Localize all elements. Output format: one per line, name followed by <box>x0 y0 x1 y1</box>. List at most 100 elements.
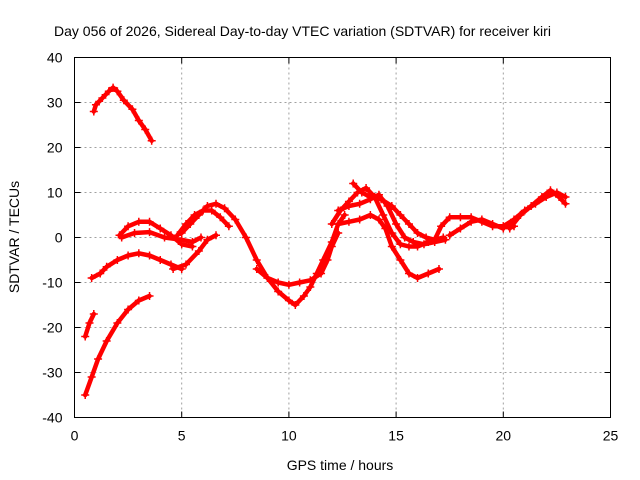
point-track-1-6 <box>119 96 128 105</box>
point-track-1-4 <box>109 83 118 92</box>
point-track-10-8 <box>327 242 336 251</box>
point-track-10-2 <box>274 278 283 287</box>
point-track-7-3 <box>203 235 212 244</box>
point-track-18-0 <box>505 224 514 233</box>
point-track-5-3 <box>145 217 154 226</box>
point-track-3-3 <box>102 337 111 345</box>
point-track-13-9 <box>413 274 422 282</box>
point-track-6-6 <box>196 233 205 242</box>
point-track-9-10 <box>274 287 283 296</box>
point-track-1-9 <box>141 125 150 134</box>
y-tick-label-20: 20 <box>47 140 63 156</box>
point-track-16-4 <box>488 220 497 228</box>
point-track-16-1 <box>456 224 465 233</box>
point-track-10-5 <box>306 276 315 285</box>
point-track-11-8 <box>396 240 405 249</box>
point-track-10-4 <box>295 278 304 287</box>
point-track-13-8 <box>404 269 413 278</box>
point-track-8-5 <box>216 213 225 222</box>
point-track-12-1 <box>344 202 353 210</box>
x-tick-label-15: 15 <box>388 428 404 444</box>
point-track-18-3 <box>537 193 546 201</box>
point-track-9-1 <box>186 220 195 228</box>
grid <box>74 57 611 418</box>
point-track-3-5 <box>124 305 133 314</box>
point-track-14-4 <box>387 202 396 210</box>
point-track-9-6 <box>231 215 240 224</box>
point-track-13-11 <box>434 265 443 273</box>
point-track-13-10 <box>424 269 433 278</box>
point-track-2-2 <box>89 310 98 318</box>
point-track-12-0 <box>334 206 343 215</box>
point-track-7-4 <box>212 231 221 240</box>
series-track-9 <box>179 201 347 308</box>
point-track-2-0 <box>81 332 90 341</box>
point-track-9-14 <box>306 283 315 291</box>
point-track-13-6 <box>387 242 396 251</box>
point-track-1-10 <box>147 136 156 145</box>
point-track-1-0 <box>89 107 98 116</box>
point-track-18-4 <box>546 186 555 195</box>
point-track-14-1 <box>357 188 366 197</box>
y-tick-label--40: -40 <box>42 410 62 426</box>
y-tick-label-30: 30 <box>47 95 63 111</box>
point-track-8-6 <box>224 222 233 231</box>
point-track-9-2 <box>194 211 203 219</box>
point-track-3-2 <box>94 355 103 363</box>
x-tick-label-10: 10 <box>281 428 297 444</box>
point-track-14-3 <box>377 195 386 204</box>
point-track-3-6 <box>134 296 143 305</box>
chart-title: Day 056 of 2026, Sidereal Day-to-day VTE… <box>54 23 551 39</box>
point-track-4-7 <box>156 256 165 264</box>
point-track-1-1 <box>91 100 100 109</box>
point-track-15-1 <box>437 222 446 231</box>
point-track-14-0 <box>349 179 358 188</box>
point-track-15-2 <box>445 213 454 222</box>
point-track-6-4 <box>177 235 186 244</box>
point-track-10-7 <box>323 256 332 264</box>
y-axis-label: SDTVAR / TECUs <box>6 181 22 293</box>
x-tick-label-25: 25 <box>603 428 619 444</box>
point-track-14-8 <box>422 233 431 242</box>
point-track-18-5 <box>555 193 564 201</box>
series-track-4 <box>89 251 184 281</box>
point-track-3-7 <box>145 292 154 300</box>
point-track-8-0 <box>173 231 182 240</box>
point-track-11-9 <box>404 242 413 251</box>
point-track-10-1 <box>263 274 272 282</box>
point-track-13-0 <box>334 220 343 228</box>
series-layer <box>81 83 570 399</box>
point-track-10-0 <box>252 265 261 273</box>
x-tick-label-0: 0 <box>71 428 79 444</box>
point-track-9-19 <box>340 211 349 219</box>
point-track-6-3 <box>160 233 169 242</box>
point-track-4-6 <box>145 251 154 260</box>
point-track-18-6 <box>561 199 570 208</box>
x-tick-label-5: 5 <box>178 428 186 444</box>
point-track-1-2 <box>98 94 107 102</box>
point-track-18-2 <box>527 202 536 210</box>
point-track-9-0 <box>177 229 186 237</box>
point-track-10-3 <box>284 280 293 289</box>
point-track-14-5 <box>396 211 405 219</box>
point-track-16-3 <box>477 215 486 224</box>
point-track-16-2 <box>467 217 476 226</box>
point-track-9-13 <box>299 292 308 300</box>
point-track-13-2 <box>355 215 364 224</box>
point-track-4-1 <box>96 269 105 278</box>
y-tick-label-40: 40 <box>47 50 63 66</box>
point-track-6-5 <box>188 238 197 246</box>
point-track-5-4 <box>156 224 165 233</box>
point-track-1-3 <box>104 87 113 96</box>
axis-ticks: 0 5 10 15 20 25 -40 -30 -20 -10 0 10 20 30 40 <box>42 50 618 444</box>
series-track-18 <box>507 188 568 231</box>
point-track-16-0 <box>445 231 454 240</box>
point-track-4-0 <box>87 274 96 282</box>
point-track-18-1 <box>516 211 525 219</box>
point-track-5-1 <box>124 222 133 231</box>
point-track-15-0 <box>430 235 439 244</box>
point-track-2-1 <box>85 319 94 327</box>
point-track-10-9 <box>334 229 343 237</box>
point-track-1-8 <box>134 116 143 125</box>
